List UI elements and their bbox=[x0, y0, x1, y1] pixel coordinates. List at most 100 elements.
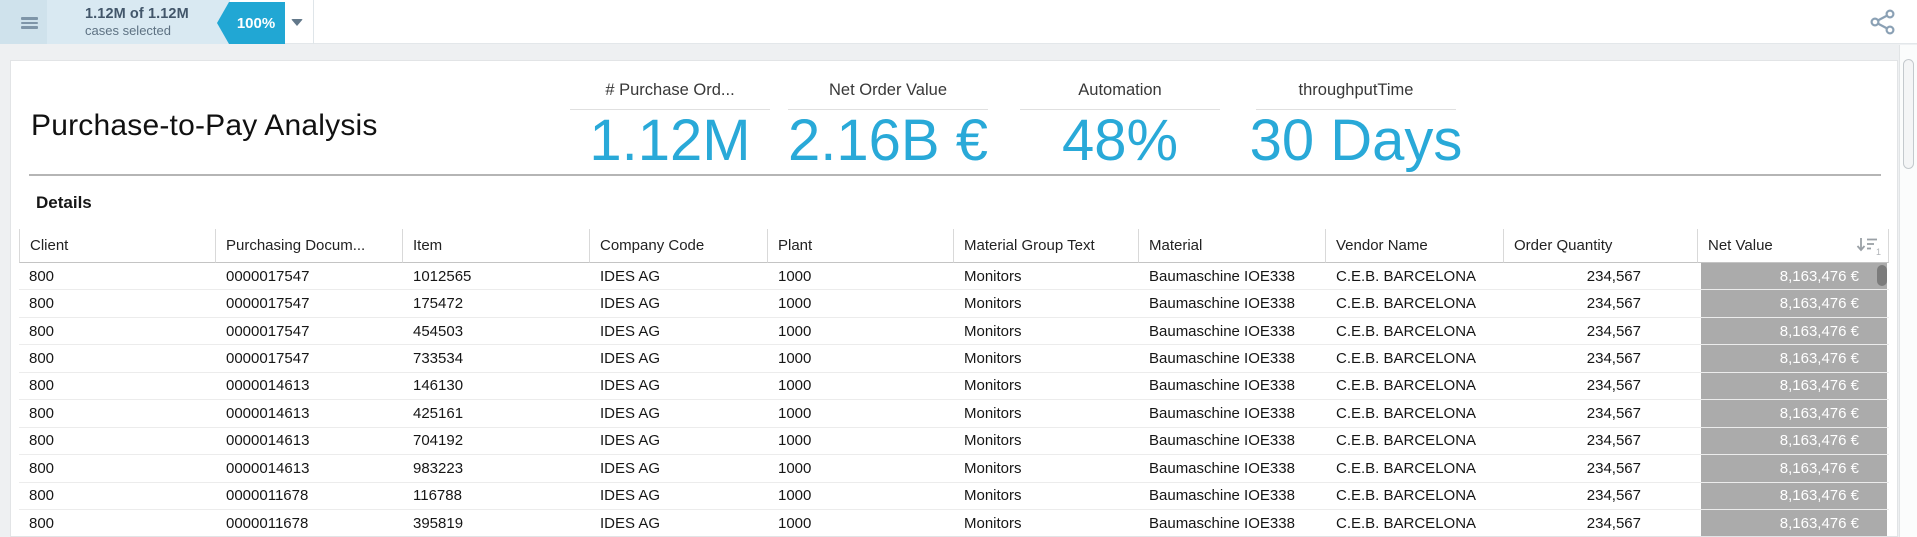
column-header-purchasing-docum[interactable]: Purchasing Docum... bbox=[216, 229, 403, 263]
table-cell: 1000 bbox=[778, 459, 812, 477]
table-cell: 0000017547 bbox=[226, 267, 310, 285]
table-cell: 800 bbox=[29, 267, 55, 285]
hamburger-menu-icon bbox=[21, 26, 38, 29]
table-cell: IDES AG bbox=[600, 514, 661, 532]
table-header-row: Client Purchasing Docum... Item Company Cod… bbox=[19, 229, 1889, 263]
net-value-highlight-cell: 8,163,476 € bbox=[1701, 482, 1887, 509]
table-row[interactable]: 800 0000017547 454503 IDES AG 1000 Monitors Ba… bbox=[19, 317, 1889, 346]
table-row[interactable]: 800 0000014613 704192 IDES AG 1000 Monitors Ba… bbox=[19, 427, 1889, 456]
table-cell: 0000014613 bbox=[226, 404, 310, 422]
analysis-sheet: Purchase-to-Pay Analysis # Purchase Ord.… bbox=[10, 60, 1898, 537]
table-row[interactable]: 800 0000014613 146130 IDES AG 1000 Monitors Ba… bbox=[19, 372, 1889, 401]
kpi-underline bbox=[570, 109, 770, 110]
table-cell: IDES AG bbox=[600, 459, 661, 477]
page-scrollbar-thumb[interactable] bbox=[1903, 59, 1914, 169]
page-title: Purchase-to-Pay Analysis bbox=[31, 109, 378, 142]
table-cell: C.E.B. BARCELONA bbox=[1336, 404, 1477, 422]
column-header-client[interactable]: Client bbox=[19, 229, 216, 263]
table-cell: 733534 bbox=[413, 350, 464, 368]
table-cell: Monitors bbox=[964, 514, 1022, 532]
table-cell: 0000014613 bbox=[226, 432, 310, 450]
topbar-divider bbox=[313, 0, 314, 44]
kpi-value: 30 Days bbox=[1249, 108, 1463, 173]
table-cell: Monitors bbox=[964, 487, 1022, 505]
hamburger-menu-icon bbox=[21, 21, 38, 24]
table-cell: IDES AG bbox=[600, 322, 661, 340]
top-bar: 1.12M of 1.12M cases selected 100% bbox=[0, 0, 1917, 44]
column-header-order-quantity[interactable]: Order Quantity bbox=[1504, 229, 1698, 263]
kpi-underline bbox=[1020, 109, 1220, 110]
table-body: 800 0000017547 1012565 IDES AG 1000 Monitors B… bbox=[19, 263, 1889, 536]
hamburger-menu-button[interactable] bbox=[0, 0, 47, 44]
column-header-plant[interactable]: Plant bbox=[768, 229, 954, 263]
kpi-underline bbox=[788, 109, 988, 110]
kpi-label: throughputTime bbox=[1298, 81, 1414, 99]
table-cell: 1000 bbox=[778, 267, 812, 285]
column-header-label: Company Code bbox=[600, 237, 705, 254]
column-header-material[interactable]: Material bbox=[1139, 229, 1326, 263]
table-cell: IDES AG bbox=[600, 404, 661, 422]
column-header-net-value[interactable]: Net Value 1 bbox=[1698, 229, 1889, 263]
kpi-value: 2.16B € bbox=[788, 108, 988, 173]
table-row[interactable]: 800 0000017547 175472 IDES AG 1000 Monitors Ba… bbox=[19, 290, 1889, 318]
table-cell: 8,163,476 € bbox=[1698, 317, 1889, 345]
table-cell: Baumaschine IOE338 bbox=[1149, 432, 1295, 450]
table-cell: 0000017547 bbox=[226, 295, 310, 313]
table-cell: 175472 bbox=[413, 295, 464, 313]
table-row[interactable]: 800 0000011678 116788 IDES AG 1000 Monitors Ba… bbox=[19, 482, 1889, 510]
selection-percentage-badge[interactable]: 100% bbox=[217, 2, 285, 44]
table-row[interactable]: 800 0000017547 733534 IDES AG 1000 Monitors Ba… bbox=[19, 345, 1889, 373]
table-cell: IDES AG bbox=[600, 432, 661, 450]
sort-order-number: 1 bbox=[1876, 247, 1881, 256]
table-cell: 8,163,476 € bbox=[1698, 482, 1889, 509]
table-cell: 800 bbox=[29, 350, 55, 368]
column-header-item[interactable]: Item bbox=[403, 229, 590, 263]
net-value-highlight-cell: 8,163,476 € bbox=[1701, 290, 1887, 317]
table-cell: 800 bbox=[29, 377, 55, 395]
table-row[interactable]: 800 0000011678 395819 IDES AG 1000 Monitors Ba… bbox=[19, 509, 1889, 536]
table-cell: 8,163,476 € bbox=[1698, 455, 1889, 482]
table-cell: Baumaschine IOE338 bbox=[1149, 350, 1295, 368]
table-cell: 0000017547 bbox=[226, 350, 310, 368]
table-cell: Baumaschine IOE338 bbox=[1149, 459, 1295, 477]
kpi-purchase-orders: # Purchase Ord... 1.12M bbox=[560, 81, 780, 170]
kpi-throughput-time: throughputTime 30 Days bbox=[1246, 81, 1466, 170]
kpi-net-order-value: Net Order Value 2.16B € bbox=[778, 81, 998, 170]
table-row[interactable]: 800 0000014613 983223 IDES AG 1000 Monitors Ba… bbox=[19, 455, 1889, 483]
table-cell: Monitors bbox=[964, 322, 1022, 340]
table-cell: Baumaschine IOE338 bbox=[1149, 404, 1295, 422]
table-scrollbar-thumb[interactable] bbox=[1877, 265, 1887, 286]
table-cell: 800 bbox=[29, 514, 55, 532]
table-cell: C.E.B. BARCELONA bbox=[1336, 267, 1477, 285]
chevron-down-icon[interactable] bbox=[291, 19, 303, 26]
table-cell: 1000 bbox=[778, 432, 812, 450]
kpi-value: 1.12M bbox=[589, 108, 751, 173]
share-button[interactable] bbox=[1868, 9, 1898, 35]
kpi-automation: Automation 48% bbox=[1010, 81, 1230, 170]
table-cell: C.E.B. BARCELONA bbox=[1336, 432, 1477, 450]
page-scrollbar[interactable] bbox=[1899, 45, 1917, 537]
table-cell: 425161 bbox=[413, 404, 464, 422]
details-section-title: Details bbox=[36, 193, 92, 212]
table-cell: 8,163,476 € bbox=[1698, 345, 1889, 372]
column-header-vendor-name[interactable]: Vendor Name bbox=[1326, 229, 1504, 263]
column-header-label: Net Value bbox=[1708, 237, 1773, 254]
table-cell: 1000 bbox=[778, 404, 812, 422]
table-cell: Monitors bbox=[964, 267, 1022, 285]
table-cell: C.E.B. BARCELONA bbox=[1336, 322, 1477, 340]
net-value-highlight-cell: 8,163,476 € bbox=[1701, 509, 1887, 536]
column-header-company-code[interactable]: Company Code bbox=[590, 229, 768, 263]
net-value-highlight-cell: 8,163,476 € bbox=[1701, 372, 1887, 400]
net-value-highlight-cell: 8,163,476 € bbox=[1701, 427, 1887, 455]
table-cell: 116788 bbox=[413, 487, 462, 505]
table-row[interactable]: 800 0000014613 425161 IDES AG 1000 Monitors Ba… bbox=[19, 400, 1889, 428]
table-cell: Monitors bbox=[964, 350, 1022, 368]
table-cell: 146130 bbox=[413, 377, 464, 395]
kpi-value: 48% bbox=[1061, 108, 1179, 173]
table-row[interactable]: 800 0000017547 1012565 IDES AG 1000 Monitors B… bbox=[19, 263, 1889, 291]
table-cell: 1000 bbox=[778, 377, 812, 395]
column-header-material-group-text[interactable]: Material Group Text bbox=[954, 229, 1139, 263]
table-cell: C.E.B. BARCELONA bbox=[1336, 459, 1477, 477]
case-selection-summary[interactable]: 1.12M of 1.12M cases selected bbox=[47, 0, 230, 44]
table-cell: 8,163,476 € bbox=[1698, 372, 1889, 400]
